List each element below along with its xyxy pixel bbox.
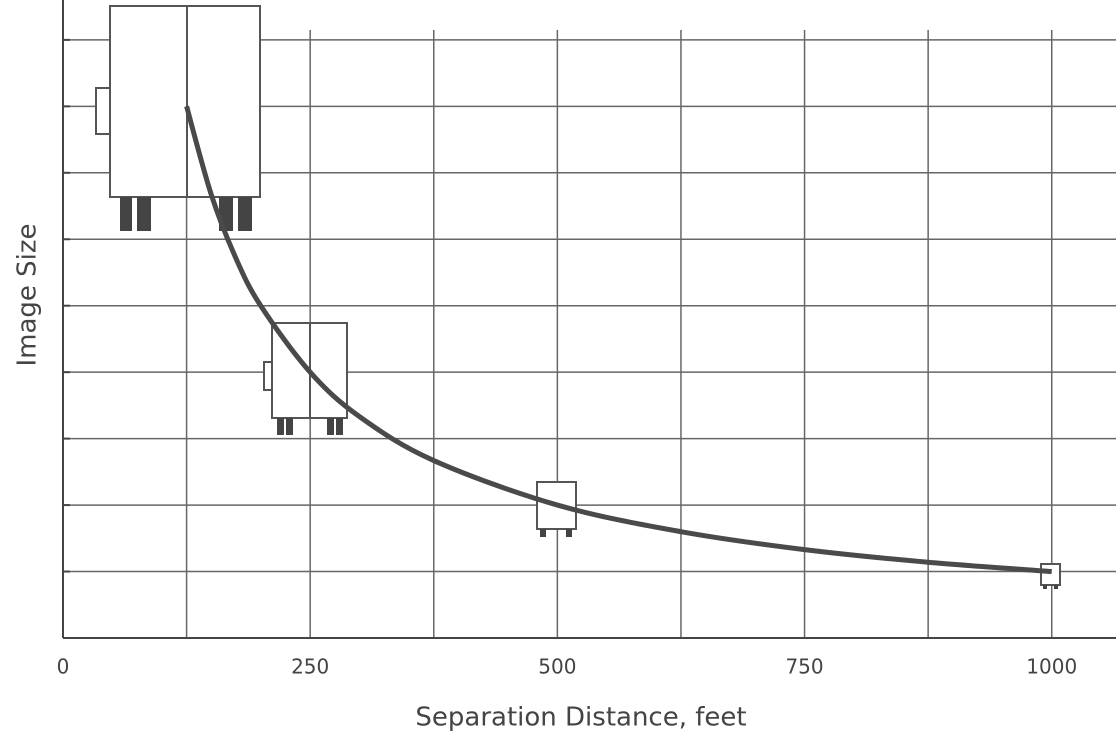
- grid: [63, 30, 1116, 638]
- x-tick-label: 1000: [1026, 655, 1077, 679]
- truck-tiny: [1040, 563, 1061, 589]
- x-axis-title: Separation Distance, feet: [415, 703, 746, 733]
- line: [184, 105, 1052, 575]
- truck-medium: [263, 322, 348, 435]
- x-tick-label: 500: [538, 655, 576, 679]
- y-axis-title: Image Size: [13, 223, 43, 366]
- x-tick-label: 750: [785, 655, 823, 679]
- x-tick-label: 0: [57, 655, 70, 679]
- truck-large: [95, 5, 261, 231]
- x-tick-label: 250: [291, 655, 329, 679]
